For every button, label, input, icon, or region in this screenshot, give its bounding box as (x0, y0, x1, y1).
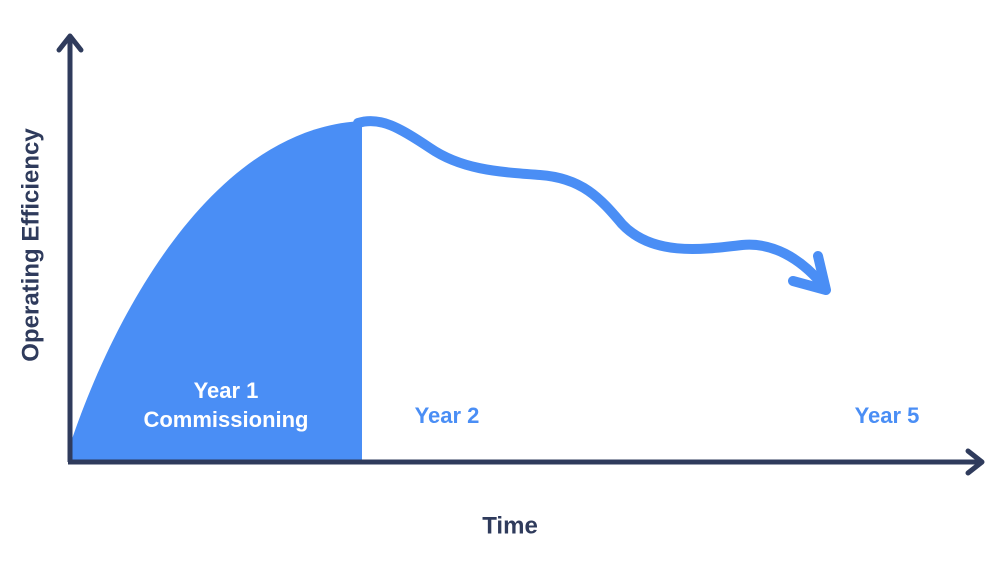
phase-label: Year 2 (415, 403, 480, 428)
phase-sublabel: Commissioning (143, 407, 308, 432)
y-axis-label: Operating Efficiency (17, 128, 44, 362)
y-axis-arrow (56, 33, 84, 53)
efficiency-curve (353, 116, 827, 289)
phase-label: Year 1 (194, 378, 259, 403)
x-axis-arrow (965, 448, 985, 476)
phase-label: Year 5 (855, 403, 920, 428)
x-axis-label: Time (482, 512, 538, 539)
commissioning-area (70, 121, 362, 462)
curve-arrowhead (788, 251, 831, 295)
